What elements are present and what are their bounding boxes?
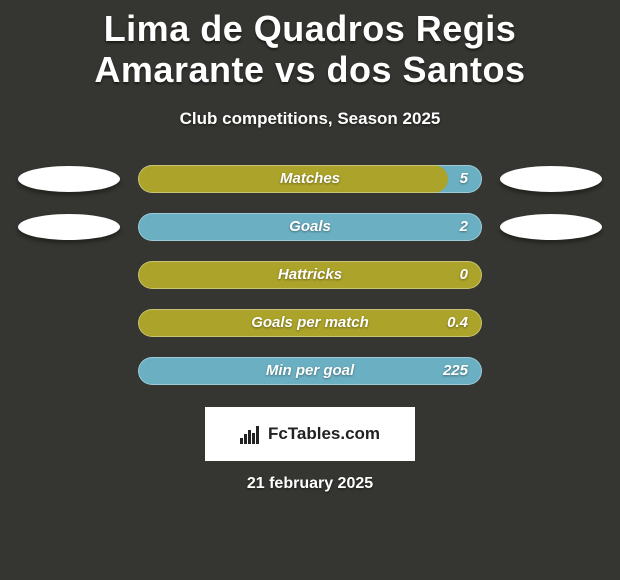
right-pill bbox=[500, 166, 602, 192]
stat-bar: Matches 5 bbox=[138, 165, 482, 193]
left-pill bbox=[18, 166, 120, 192]
stat-row: Hattricks 0 bbox=[0, 261, 620, 289]
brand-badge: FcTables.com bbox=[205, 407, 415, 461]
right-pill bbox=[500, 214, 602, 240]
stat-value: 0 bbox=[460, 266, 468, 283]
stat-label: Hattricks bbox=[278, 266, 342, 283]
stat-label: Matches bbox=[280, 170, 340, 187]
comparison-card: Lima de Quadros Regis Amarante vs dos Sa… bbox=[0, 0, 620, 580]
stat-label: Min per goal bbox=[266, 362, 354, 379]
stat-row: Goals per match 0.4 bbox=[0, 309, 620, 337]
stat-row: Min per goal 225 bbox=[0, 357, 620, 385]
stats-list: Matches 5 Goals 2 Hattricks 0 Goals per match 0… bbox=[0, 165, 620, 385]
stat-bar: Min per goal 225 bbox=[138, 357, 482, 385]
stat-value: 0.4 bbox=[447, 314, 468, 331]
stat-label: Goals per match bbox=[251, 314, 369, 331]
stat-value: 225 bbox=[443, 362, 468, 379]
brand-text: FcTables.com bbox=[268, 424, 380, 444]
subtitle: Club competitions, Season 2025 bbox=[0, 109, 620, 129]
stat-value: 2 bbox=[460, 218, 468, 235]
left-pill bbox=[18, 214, 120, 240]
stat-label: Goals bbox=[289, 218, 331, 235]
stat-bar: Goals per match 0.4 bbox=[138, 309, 482, 337]
date-label: 21 february 2025 bbox=[0, 475, 620, 493]
stat-value: 5 bbox=[460, 170, 468, 187]
stat-row: Matches 5 bbox=[0, 165, 620, 193]
chart-bars-icon bbox=[240, 424, 262, 444]
stat-bar: Goals 2 bbox=[138, 213, 482, 241]
stat-row: Goals 2 bbox=[0, 213, 620, 241]
page-title: Lima de Quadros Regis Amarante vs dos Sa… bbox=[0, 0, 620, 91]
stat-bar: Hattricks 0 bbox=[138, 261, 482, 289]
